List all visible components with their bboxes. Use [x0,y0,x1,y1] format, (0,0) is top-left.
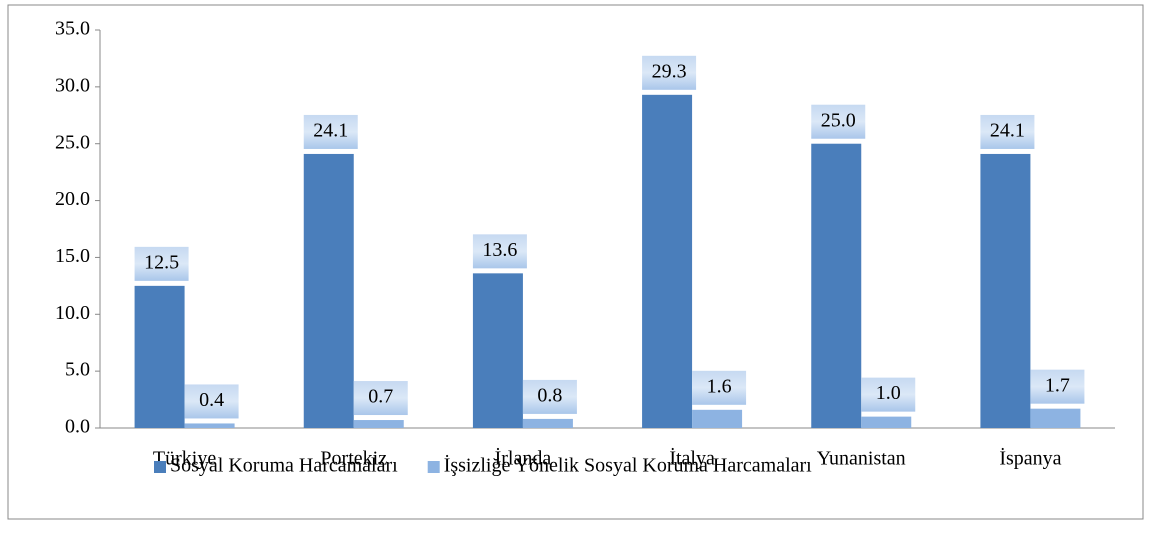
legend-label: İşsizliğe Yönelik Sosyal Koruma Harcamal… [444,454,812,477]
data-label-box [861,377,916,412]
chart-frame [7,4,1144,520]
data-label-box [642,55,697,90]
y-tick-label: 0.0 [65,416,90,438]
y-tick-label: 30.0 [55,74,90,96]
data-label-box [134,246,189,281]
data-label: 1.7 [1045,374,1070,396]
data-label-box [303,114,358,149]
data-label: 25.0 [821,109,856,131]
x-tick-label: Portekiz [320,448,387,470]
bar [642,94,693,429]
data-label: 0.8 [537,384,562,406]
bar [134,285,185,428]
y-tick-label: 5.0 [65,359,90,381]
data-label-box [980,114,1035,149]
bar [184,423,235,428]
legend-swatch [427,461,440,473]
data-label-box [1030,369,1085,404]
bar [861,416,912,428]
data-label: 24.1 [313,120,348,142]
data-label: 12.5 [144,251,179,273]
data-label: 29.3 [652,60,687,82]
bar [1030,408,1081,428]
bar [303,153,354,428]
y-tick-label: 25.0 [55,131,90,153]
data-label: 1.0 [876,382,901,404]
legend-swatch [154,461,166,473]
data-label-box [522,379,577,414]
data-label: 24.1 [990,120,1025,142]
bar [353,420,404,428]
data-label: 1.6 [707,375,732,397]
y-tick-label: 20.0 [55,188,90,210]
bar [811,143,862,428]
legend-label: Sosyal Koruma Harcamaları [170,455,398,477]
data-label: 13.6 [482,239,517,261]
x-tick-label: İrlanda [495,447,552,470]
y-tick-label: 35.0 [55,18,90,40]
x-tick-label: İspanya [999,447,1061,470]
bar [980,153,1031,428]
data-label-box [811,104,866,139]
data-label-box [472,234,527,269]
data-label-box [184,384,239,419]
data-label: 0.4 [199,389,224,411]
bar [522,418,573,428]
x-tick-label: İtalya [669,447,715,470]
data-label-box [353,381,408,416]
x-tick-label: Yunanistan [817,448,906,470]
data-label: 0.7 [368,386,393,408]
y-tick-label: 10.0 [55,302,90,324]
bar [472,273,523,428]
y-tick-label: 15.0 [55,245,90,267]
bar [692,409,743,428]
data-label-box [692,370,747,405]
x-tick-label: Türkiye [153,448,216,470]
